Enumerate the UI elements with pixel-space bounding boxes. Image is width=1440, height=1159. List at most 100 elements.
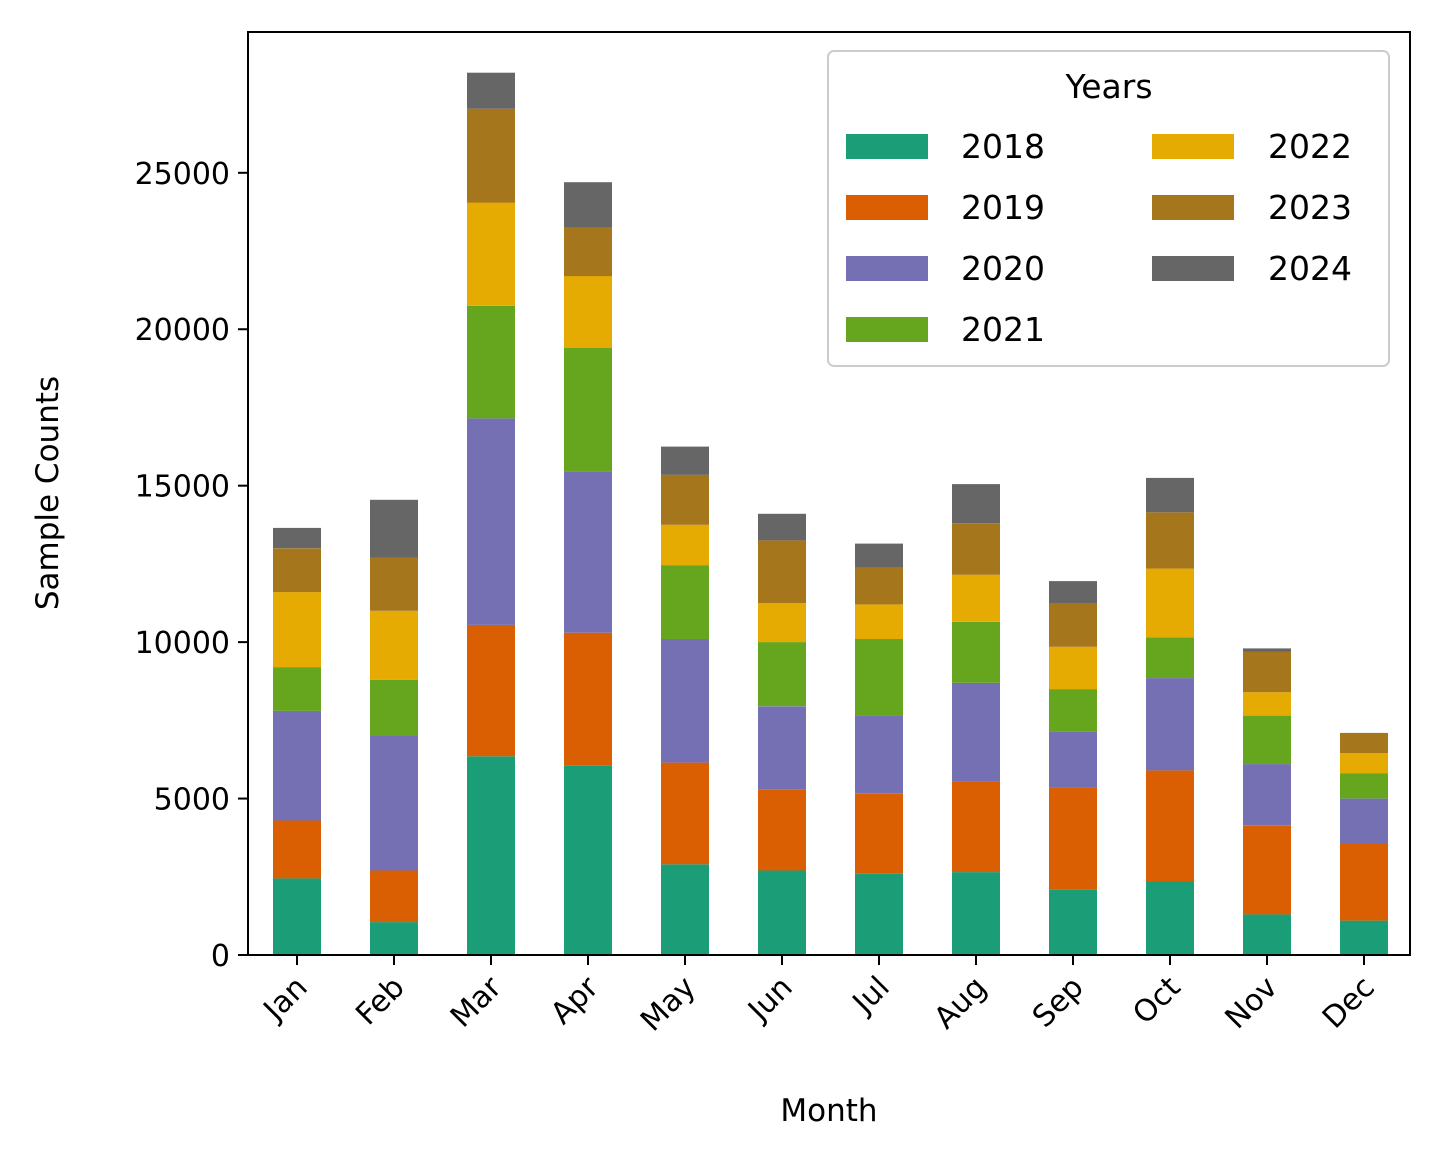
bar-aug-2022	[952, 574, 1000, 622]
y-tick-label: 15000	[135, 470, 230, 505]
bar-jul-2023	[855, 567, 903, 605]
bar-may-2023	[661, 474, 709, 525]
bar-may-2021	[661, 565, 709, 639]
legend-label-2023: 2023	[1268, 188, 1352, 227]
legend-items: 2018 2019 2020 2021 2022 2023 2024	[846, 127, 1352, 349]
bar-jan-2020	[273, 711, 321, 821]
bar-aug-2018	[952, 872, 1000, 955]
legend-label-2021: 2021	[961, 310, 1045, 349]
bar-sep-2020	[1049, 731, 1097, 788]
bar-mar-2020	[467, 418, 515, 625]
bar-aug-2021	[952, 621, 1000, 683]
bar-feb-2019	[370, 870, 418, 923]
bar-apr-2019	[564, 632, 612, 766]
bar-sep-2018	[1049, 889, 1097, 955]
bar-nov-2022	[1243, 692, 1291, 716]
bar-mar-2019	[467, 624, 515, 757]
bar-aug-2023	[952, 523, 1000, 575]
y-tick-label: 25000	[135, 157, 230, 192]
bar-apr-2021	[564, 348, 612, 472]
legend-label-2024: 2024	[1268, 249, 1352, 288]
bar-dec-2018	[1340, 920, 1388, 955]
bar-dec-2020	[1340, 798, 1388, 844]
bar-oct-2023	[1146, 512, 1194, 569]
bar-jan-2024	[273, 527, 321, 549]
bar-jul-2020	[855, 715, 903, 794]
x-axis-title: Month	[780, 1093, 877, 1129]
bar-oct-2022	[1146, 568, 1194, 638]
legend-frame	[827, 50, 1390, 367]
legend-swatch-2021	[846, 317, 928, 342]
bar-jan-2018	[273, 878, 321, 955]
bar-jul-2018	[855, 873, 903, 955]
bar-may-2020	[661, 639, 709, 763]
bar-jun-2020	[758, 706, 806, 790]
bar-jan-2023	[273, 548, 321, 593]
bar-jun-2018	[758, 870, 806, 955]
legend-swatch-2022	[1152, 134, 1234, 159]
legend-swatch-2023	[1152, 195, 1234, 220]
bar-sep-2021	[1049, 689, 1097, 732]
bar-nov-2023	[1243, 651, 1291, 693]
legend-title: Years	[1064, 67, 1152, 106]
bar-nov-2019	[1243, 825, 1291, 915]
bar-oct-2018	[1146, 881, 1194, 955]
bar-jul-2024	[855, 543, 903, 568]
bar-dec-2019	[1340, 843, 1388, 921]
bar-jun-2022	[758, 603, 806, 643]
bar-jan-2022	[273, 592, 321, 668]
bar-jun-2021	[758, 642, 806, 707]
bar-sep-2022	[1049, 646, 1097, 689]
bar-nov-2021	[1243, 715, 1291, 765]
bar-aug-2024	[952, 484, 1000, 524]
bar-feb-2024	[370, 499, 418, 558]
bar-jul-2021	[855, 639, 903, 716]
bar-apr-2023	[564, 227, 612, 277]
bar-sep-2024	[1049, 581, 1097, 603]
bar-feb-2020	[370, 736, 418, 871]
bar-feb-2018	[370, 922, 418, 955]
bar-may-2024	[661, 446, 709, 475]
bar-apr-2020	[564, 471, 612, 633]
bar-may-2022	[661, 524, 709, 566]
bar-nov-2024	[1243, 648, 1291, 652]
bar-nov-2020	[1243, 764, 1291, 826]
legend-label-2020: 2020	[961, 249, 1045, 288]
y-tick-label: 20000	[135, 313, 230, 348]
legend-label-2022: 2022	[1268, 127, 1352, 166]
bar-oct-2024	[1146, 477, 1194, 513]
bar-jun-2024	[758, 513, 806, 541]
bar-mar-2018	[467, 756, 515, 955]
bar-jun-2019	[758, 789, 806, 871]
bar-apr-2024	[564, 182, 612, 228]
y-axis: 0 5000 10000 15000 20000 25000	[135, 157, 248, 974]
bar-aug-2019	[952, 781, 1000, 873]
bar-jul-2022	[855, 604, 903, 639]
bar-dec-2023	[1340, 732, 1388, 754]
bar-aug-2020	[952, 682, 1000, 782]
bar-feb-2022	[370, 610, 418, 680]
bar-jul-2019	[855, 793, 903, 874]
bar-may-2019	[661, 762, 709, 865]
bar-apr-2022	[564, 276, 612, 348]
bar-jun-2023	[758, 540, 806, 603]
legend-swatch-2019	[846, 195, 928, 220]
bar-feb-2021	[370, 679, 418, 736]
bar-jan-2021	[273, 667, 321, 711]
bar-sep-2019	[1049, 787, 1097, 890]
legend: Years 2018 2019 2020 2021 2022 2023 2024	[827, 50, 1390, 367]
legend-label-2019: 2019	[961, 188, 1045, 227]
legend-swatch-2018	[846, 134, 928, 159]
y-tick-label: 0	[211, 939, 230, 974]
y-tick-label: 5000	[154, 783, 230, 818]
bar-mar-2022	[467, 202, 515, 306]
y-tick-label: 10000	[135, 626, 230, 661]
bar-mar-2024	[467, 72, 515, 109]
bar-feb-2023	[370, 557, 418, 611]
legend-swatch-2024	[1152, 256, 1234, 281]
bar-oct-2020	[1146, 678, 1194, 771]
bar-dec-2022	[1340, 753, 1388, 774]
bars-group	[273, 72, 1388, 955]
bar-sep-2023	[1049, 603, 1097, 647]
